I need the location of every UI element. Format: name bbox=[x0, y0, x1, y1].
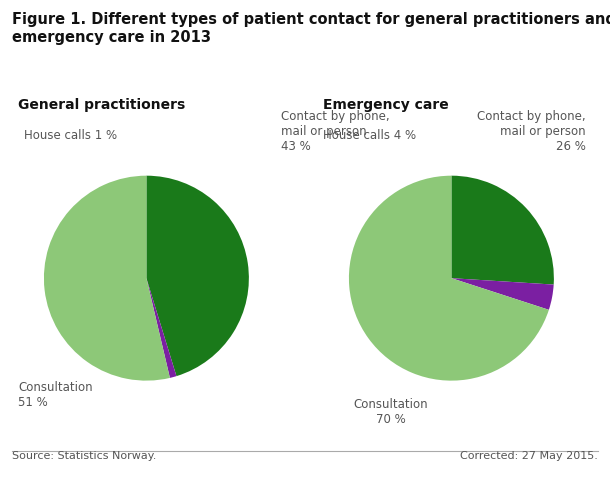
Wedge shape bbox=[451, 176, 554, 285]
Text: House calls 4 %: House calls 4 % bbox=[323, 129, 417, 142]
Wedge shape bbox=[44, 176, 170, 381]
Text: Consultation
70 %: Consultation 70 % bbox=[353, 398, 428, 426]
Text: House calls 1 %: House calls 1 % bbox=[24, 129, 118, 142]
Text: Contact by phone,
mail or person
26 %: Contact by phone, mail or person 26 % bbox=[477, 110, 586, 153]
Wedge shape bbox=[146, 278, 176, 378]
Text: Figure 1. Different types of patient contact for general practitioners and
emerg: Figure 1. Different types of patient con… bbox=[12, 12, 610, 44]
Text: Emergency care: Emergency care bbox=[323, 98, 449, 112]
Wedge shape bbox=[451, 278, 554, 310]
Text: Source: Statistics Norway.: Source: Statistics Norway. bbox=[12, 451, 157, 461]
Text: Consultation
51 %: Consultation 51 % bbox=[18, 381, 93, 408]
Text: General practitioners: General practitioners bbox=[18, 98, 185, 112]
Wedge shape bbox=[349, 176, 549, 381]
Text: Corrected: 27 May 2015.: Corrected: 27 May 2015. bbox=[460, 451, 598, 461]
Text: Contact by phone,
mail or person
43 %: Contact by phone, mail or person 43 % bbox=[281, 110, 389, 153]
Wedge shape bbox=[146, 176, 249, 376]
